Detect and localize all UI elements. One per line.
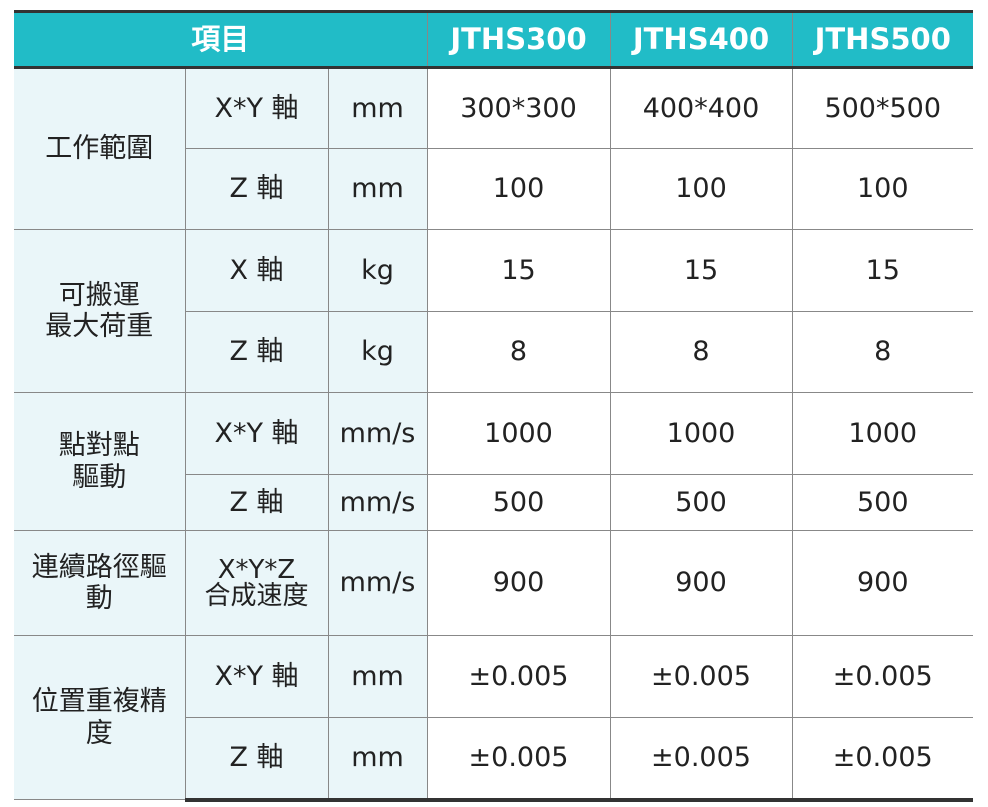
- unit-cell: mm/s: [327, 530, 428, 636]
- axis-label: Z 軸: [185, 717, 329, 802]
- value-cell: 100: [426, 148, 611, 230]
- axis-label: X 軸: [184, 229, 329, 312]
- group-label: 工作範圍: [14, 67, 186, 230]
- table-row: 連續路徑驅 動 X*Y*Z 合成速度 mm/s 900 900 900: [14, 530, 973, 636]
- value-cell: 15: [426, 229, 611, 312]
- spec-table: 項目 JTHS300 JTHS400 JTHS500 工作範圍 X*Y 軸 mm 30…: [14, 10, 973, 802]
- axis-label: X*Y*Z 合成速度: [184, 530, 329, 636]
- header-model: JTHS500: [792, 10, 973, 69]
- table-row: 點對點 驅動 X*Y 軸 mm/s 1000 1000 1000: [14, 392, 973, 531]
- axis-label: X*Y 軸: [184, 392, 329, 475]
- table-row: Z 軸 kg 8 8 8: [14, 311, 973, 393]
- header-row: 項目 JTHS300 JTHS400 JTHS500: [14, 10, 973, 69]
- axis-label: X*Y 軸: [184, 67, 329, 149]
- axis-label: Z 軸: [185, 311, 329, 393]
- value-cell: 900: [791, 530, 973, 636]
- value-cell: 500: [791, 474, 973, 531]
- value-cell: 100: [609, 148, 793, 230]
- unit-cell: mm: [327, 635, 428, 718]
- value-cell: 15: [609, 229, 793, 312]
- unit-cell: mm: [327, 67, 428, 149]
- table-row: 工作範圍 X*Y 軸 mm 300*300 400*400 500*500: [14, 67, 973, 230]
- table-row: Z 軸 mm/s 500 500 500: [14, 474, 973, 531]
- value-cell: 300*300: [426, 67, 611, 149]
- group-label: 點對點 驅動: [14, 392, 186, 531]
- header-model: JTHS300: [427, 10, 611, 69]
- value-cell: 1000: [609, 392, 793, 475]
- value-cell: 100: [791, 148, 973, 230]
- value-cell: 8: [791, 311, 973, 393]
- axis-label: Z 軸: [185, 474, 329, 531]
- unit-cell: kg: [327, 311, 428, 393]
- table-row: 位置重複精 度 X*Y 軸 mm ±0.005 ±0.005 ±0.005: [14, 635, 973, 800]
- axis-label: X*Y 軸: [184, 635, 329, 718]
- value-cell: ±0.005: [426, 635, 611, 718]
- table-row: Z 軸 mm ±0.005 ±0.005 ±0.005: [14, 717, 973, 802]
- value-cell: 1000: [426, 392, 611, 475]
- value-cell: 500: [426, 474, 611, 531]
- value-cell: ±0.005: [609, 717, 793, 802]
- unit-cell: mm: [327, 717, 428, 802]
- axis-label: Z 軸: [185, 148, 329, 230]
- group-label: 連續路徑驅 動: [14, 530, 186, 636]
- value-cell: 900: [426, 530, 611, 636]
- group-label: 可搬運 最大荷重: [14, 229, 186, 393]
- value-cell: ±0.005: [791, 635, 973, 718]
- unit-cell: mm: [327, 148, 428, 230]
- value-cell: 500*500: [791, 67, 973, 149]
- value-cell: 8: [426, 311, 611, 393]
- value-cell: 8: [609, 311, 793, 393]
- unit-cell: kg: [327, 229, 428, 312]
- table-row: 可搬運 最大荷重 X 軸 kg 15 15 15: [14, 229, 973, 393]
- value-cell: 400*400: [609, 67, 793, 149]
- header-model: JTHS400: [610, 10, 793, 69]
- unit-cell: mm/s: [327, 392, 428, 475]
- group-label: 位置重複精 度: [14, 635, 186, 800]
- value-cell: ±0.005: [426, 717, 611, 802]
- unit-cell: mm/s: [327, 474, 428, 531]
- value-cell: 500: [609, 474, 793, 531]
- value-cell: 15: [791, 229, 973, 312]
- value-cell: ±0.005: [609, 635, 793, 718]
- value-cell: 1000: [791, 392, 973, 475]
- value-cell: 900: [609, 530, 793, 636]
- header-item: 項目: [14, 10, 428, 69]
- value-cell: ±0.005: [791, 717, 973, 802]
